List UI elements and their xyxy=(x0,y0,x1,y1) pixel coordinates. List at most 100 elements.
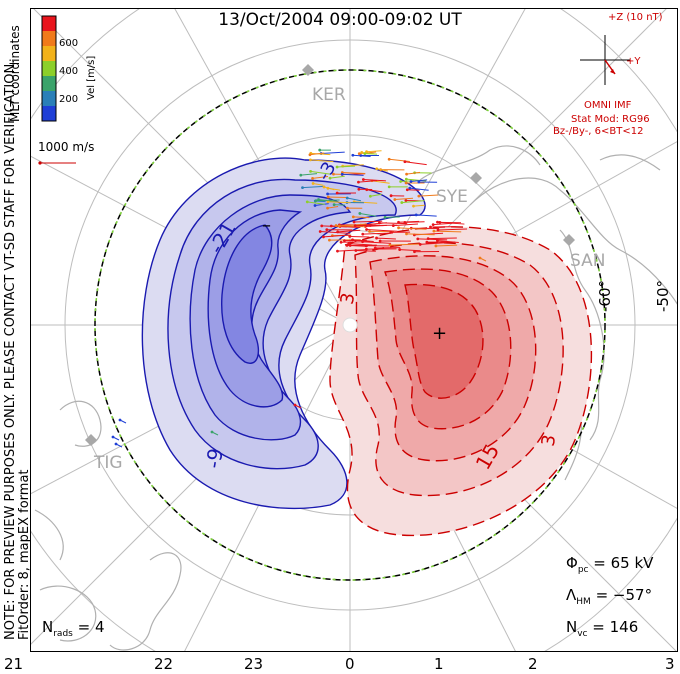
velocity-vector xyxy=(321,151,345,155)
velocity-colorbar xyxy=(41,15,57,122)
velocity-vector-origin xyxy=(326,200,330,204)
stat-phi-symbol: Φ xyxy=(566,554,578,572)
velocity-vector-origin xyxy=(387,157,391,161)
stat-lambda-value: = −57° xyxy=(595,586,653,604)
colorbar-swatch xyxy=(42,61,56,76)
velocity-vector-origin xyxy=(326,195,330,199)
stat-nvc-sub: vc xyxy=(577,629,588,639)
velocity-vector xyxy=(413,204,425,207)
velocity-vector-origin xyxy=(328,176,332,180)
velocity-vector-origin xyxy=(305,200,309,204)
velocity-vector xyxy=(420,242,447,245)
stat-nrads-sub: rads xyxy=(53,629,73,639)
colorbar-swatch xyxy=(42,31,56,46)
velocity-vector-origin xyxy=(335,165,339,169)
velocity-vector-origin xyxy=(348,235,352,238)
velocity-vector-origin xyxy=(389,194,393,198)
velocity-vector xyxy=(409,187,429,191)
velocity-vector-origin xyxy=(340,172,344,176)
velocity-vector xyxy=(310,170,331,175)
velocity-vector-origin xyxy=(347,242,351,246)
stat-lambda-hm: ΛHM = −57° xyxy=(566,586,652,607)
station-label-san: SAN xyxy=(570,251,605,271)
velocity-vector-origin xyxy=(322,235,325,239)
velocity-vector xyxy=(398,227,427,230)
colorbar-swatch xyxy=(42,91,56,106)
geographic-pole xyxy=(342,317,358,333)
velocity-vector xyxy=(406,171,421,175)
velocity-vector xyxy=(327,206,339,209)
stat-phi-sub: pc xyxy=(577,565,589,575)
velocity-vector xyxy=(314,203,329,207)
mlt-tick-21: 21 xyxy=(4,655,24,673)
velocity-vector xyxy=(316,199,340,202)
velocity-vector-origin xyxy=(311,176,314,180)
velocity-vector-origin xyxy=(405,188,409,192)
colorbar-tick-400: 400 xyxy=(59,66,79,77)
velocity-vector-origin xyxy=(368,194,372,198)
station-label-tig: TIG xyxy=(93,453,123,473)
velocity-vector xyxy=(366,228,398,232)
imf-z-label: +Z (10 nT) xyxy=(608,12,663,23)
mlt-tick-3: 3 xyxy=(665,655,675,673)
velocity-vector xyxy=(330,175,345,179)
velocity-vector-origin xyxy=(403,160,407,164)
velocity-vector xyxy=(366,150,382,153)
velocity-vector-origin xyxy=(314,199,318,203)
velocity-vector-origin xyxy=(387,185,391,189)
velocity-vector-origin xyxy=(311,182,315,185)
stat-nvc: Nvc = 146 xyxy=(566,618,638,639)
imf-model-line1: Stat Mod: RG96 xyxy=(571,114,650,125)
mlt-tick-1: 1 xyxy=(434,655,444,673)
velocity-vector-origin xyxy=(351,238,354,242)
stat-nrads-value: = 4 xyxy=(77,618,105,636)
station-tig-marker xyxy=(85,434,97,446)
mlt-tick-0: 0 xyxy=(345,655,355,673)
velocity-vector-origin xyxy=(388,243,392,247)
velocity-vector-origin xyxy=(114,442,118,446)
velocity-vector xyxy=(320,230,350,234)
plot-frame xyxy=(30,8,678,652)
velocity-vector xyxy=(410,179,428,182)
imf-y-label: +Y xyxy=(626,56,641,67)
imf-source: OMNI IMF xyxy=(584,100,632,111)
velocity-vector-origin xyxy=(357,180,360,184)
velocity-vector xyxy=(300,173,318,176)
velocity-vector-origin xyxy=(335,191,339,195)
velocity-vector xyxy=(404,161,427,166)
velocity-vector xyxy=(363,179,386,182)
velocity-vector xyxy=(323,234,350,238)
velocity-vector xyxy=(358,180,378,183)
station-san-marker xyxy=(563,234,575,246)
velocity-vector xyxy=(417,238,448,241)
velocity-vector xyxy=(376,237,396,240)
colorbar-border xyxy=(41,15,57,122)
velocity-vector xyxy=(349,235,370,238)
velocity-vector-origin xyxy=(351,153,355,157)
colorbar-swatch xyxy=(42,46,56,61)
velocity-vector-origin xyxy=(299,173,303,177)
velocity-vector-origin xyxy=(345,196,349,200)
scale-vector xyxy=(38,161,76,165)
velocity-vector-origin xyxy=(309,169,312,173)
preview-note-line1: NOTE: FOR PREVIEW PURPOSES ONLY. PLEASE … xyxy=(3,59,18,640)
velocity-vector-origin xyxy=(332,172,335,176)
colorbar-swatch xyxy=(42,106,56,121)
velocity-vector xyxy=(302,185,325,189)
velocity-vector-origin xyxy=(378,239,382,243)
station-sye-marker xyxy=(470,172,482,184)
velocity-vector-origin xyxy=(326,192,329,196)
velocity-vector-origin xyxy=(368,224,372,227)
velocity-vector xyxy=(339,223,367,227)
velocity-vector xyxy=(376,168,388,172)
lat-label-50: -50° xyxy=(654,280,672,312)
velocity-vector-origin xyxy=(404,177,408,181)
velocity-vector-origin xyxy=(308,153,312,157)
velocity-vector xyxy=(416,214,437,217)
velocity-vector xyxy=(310,159,334,163)
velocity-vector xyxy=(337,229,361,233)
velocity-vector-origin xyxy=(412,204,415,208)
stat-nrads: Nrads = 4 xyxy=(42,618,105,639)
